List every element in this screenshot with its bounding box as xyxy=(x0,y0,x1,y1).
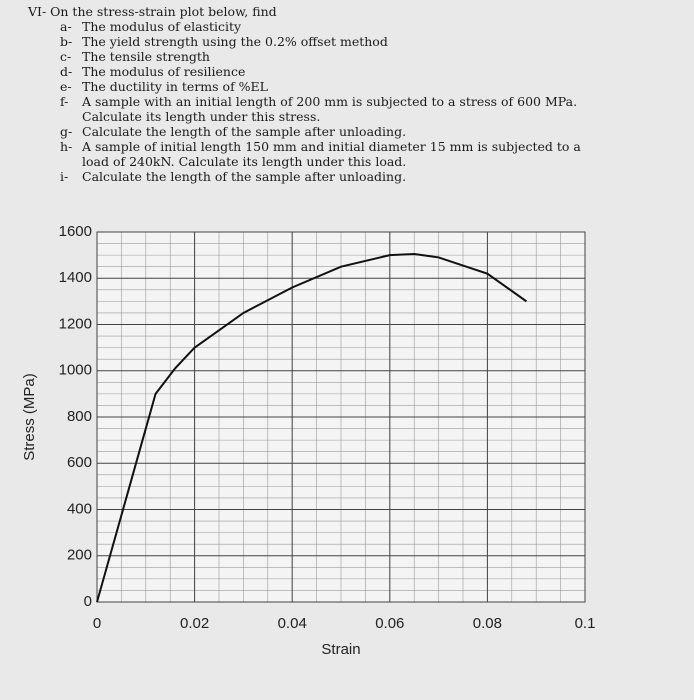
question-label: h- xyxy=(60,139,73,154)
y-tick-label: 1000 xyxy=(59,362,92,379)
y-tick-label: 1400 xyxy=(59,269,92,286)
question: a- The modulus of elasticity xyxy=(60,19,598,34)
question: g- Calculate the length of the sample aft… xyxy=(60,124,598,139)
question-label: d- xyxy=(60,64,73,79)
y-tick-label: 1200 xyxy=(59,315,92,332)
question: h- A sample of initial length 150 mm and … xyxy=(60,139,598,169)
question-text: The tensile strength xyxy=(82,49,210,64)
question-label: f- xyxy=(60,94,69,109)
question-label: a- xyxy=(60,19,72,34)
question: b- The yield strength using the 0.2% offs… xyxy=(60,34,598,49)
heading: VI- On the stress-strain plot below, fin… xyxy=(28,4,277,19)
question-text: The modulus of elasticity xyxy=(82,19,242,34)
y-tick-label: 600 xyxy=(67,454,92,471)
question-text: The ductility in terms of %EL xyxy=(82,79,268,94)
question: e- The ductility in terms of %EL xyxy=(60,79,598,94)
question: f- A sample with an initial length of 200… xyxy=(60,94,598,124)
question: d- The modulus of resilience xyxy=(60,64,598,79)
x-tick-label: 0.1 xyxy=(575,615,596,632)
question-text: The yield strength using the 0.2% offset… xyxy=(82,34,388,49)
question-label: e- xyxy=(60,79,72,94)
question-label: c- xyxy=(60,49,72,64)
y-tick-label: 1600 xyxy=(59,223,92,240)
question-list: a- The modulus of elasticity b- The yield s… xyxy=(28,19,598,184)
y-tick-label: 800 xyxy=(67,408,92,425)
problem-text: VI- On the stress-strain plot below, fin… xyxy=(28,4,598,184)
y-tick-label: 0 xyxy=(84,593,92,610)
y-axis-label: Stress (MPa) xyxy=(21,373,38,461)
x-tick-label: 0.04 xyxy=(278,615,307,632)
question-label: g- xyxy=(60,124,73,139)
question-text: Calculate the length of the sample after… xyxy=(82,124,407,139)
x-tick-label: 0.08 xyxy=(473,615,502,632)
x-tick-label: 0.06 xyxy=(375,615,404,632)
x-tick-label: 0.02 xyxy=(180,615,209,632)
question-text: A sample with an initial length of 200 m… xyxy=(82,94,578,124)
question: c- The tensile strength xyxy=(60,49,598,64)
y-tick-label: 400 xyxy=(67,500,92,517)
question-text: A sample of initial length 150 mm and in… xyxy=(82,139,581,169)
question: i- Calculate the length of the sample aft… xyxy=(60,169,598,184)
question-label: i- xyxy=(60,169,69,184)
x-tick-label: 0 xyxy=(93,615,101,632)
question-text: The modulus of resilience xyxy=(82,64,246,79)
question-label: b- xyxy=(60,34,73,49)
x-axis-label: Strain xyxy=(321,641,360,658)
y-tick-label: 200 xyxy=(67,547,92,564)
question-text: Calculate the length of the sample after… xyxy=(82,169,407,184)
stress-strain-curve xyxy=(96,252,528,603)
